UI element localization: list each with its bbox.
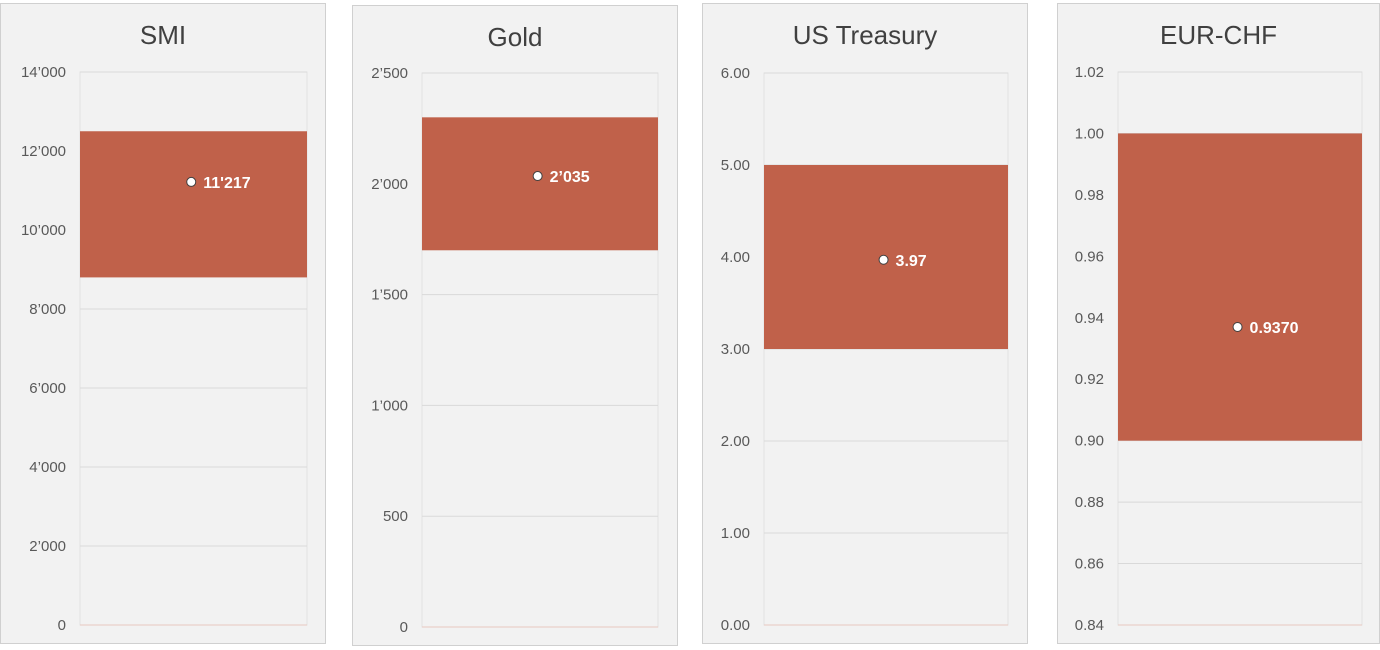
y-tick-label: 0.90 [1075,433,1104,450]
y-tick-label: 2.00 [721,433,750,450]
value-label: 3.97 [896,253,927,270]
chart-svg-smi: 0 2’000 4’000 6’000 8’000 10’000 12’000 14’000 1… [21,64,308,634]
y-tick-label: 10’000 [21,222,66,239]
y-tick-label: 0.86 [1075,556,1104,573]
chart-panel-gold: Gold 0 500 1’000 1’500 2’000 2’500 2’035 [352,5,678,646]
y-tick-label: 1’000 [371,397,408,414]
y-tick-label: 2’000 [371,176,408,193]
y-tick-label: 12’000 [21,143,66,160]
y-tick-label: 1.00 [721,525,750,542]
value-label: 2’035 [550,169,590,186]
y-tick-label: 5.00 [721,157,750,174]
chart-title-us-treasury: US Treasury [792,20,938,50]
y-tick-label: 1’500 [371,287,408,304]
value-marker [186,176,197,187]
y-tick-label: 1.02 [1075,64,1104,81]
value-label: 11'217 [203,175,251,192]
value-marker [878,254,889,265]
range-bar [80,131,307,278]
y-tick-label: 6.00 [721,65,750,82]
y-tick-label: 14’000 [21,64,66,81]
chart-panel-us-treasury: US Treasury 0.00 1.00 2.00 3.00 4.00 5.00 6.00 3… [702,3,1028,644]
y-tick-label: 8’000 [29,301,66,318]
y-tick-label: 0.96 [1075,248,1104,265]
chart-svg-eur-chf: 0.84 0.86 0.88 0.90 0.92 0.94 0.96 0.98 1.00 1.02… [1075,64,1363,634]
y-tick-label: 0.98 [1075,187,1104,204]
chart-title-eur-chf: EUR-CHF [1160,20,1277,50]
y-tick-label: 0 [400,619,408,636]
range-bar [422,117,658,251]
range-bar [1118,133,1362,441]
y-tick-label: 1.00 [1075,125,1104,142]
chart-title-gold: Gold [487,22,543,52]
y-tick-label: 500 [383,508,408,525]
value-marker [1232,321,1243,332]
y-tick-label: 0 [58,617,66,634]
y-tick-label: 2’000 [29,538,66,555]
chart-panel-smi: SMI 0 2’000 4’000 6’000 8’000 10’000 12’000 14’0… [0,3,326,644]
y-tick-label: 3.00 [721,341,750,358]
y-tick-label: 2’500 [371,65,408,82]
chart-title-smi: SMI [139,20,187,50]
y-tick-label: 0.94 [1075,310,1104,327]
y-tick-label: 0.92 [1075,371,1104,388]
y-tick-label: 6’000 [29,380,66,397]
y-tick-label: 4’000 [29,459,66,476]
value-marker [532,171,543,182]
y-tick-label: 0.00 [721,617,750,634]
chart-svg-us-treasury: 0.00 1.00 2.00 3.00 4.00 5.00 6.00 3.97 [721,65,1009,634]
y-tick-label: 0.88 [1075,494,1104,511]
chart-panel-eur-chf: EUR-CHF 0.84 0.86 0.88 0.90 0.92 0.94 0.96 0.98 1… [1057,3,1380,644]
y-tick-label: 4.00 [721,249,750,266]
chart-svg-gold: 0 500 1’000 1’500 2’000 2’500 2’035 [371,65,659,636]
y-tick-label: 0.84 [1075,617,1104,634]
value-label: 0.9370 [1250,320,1299,337]
